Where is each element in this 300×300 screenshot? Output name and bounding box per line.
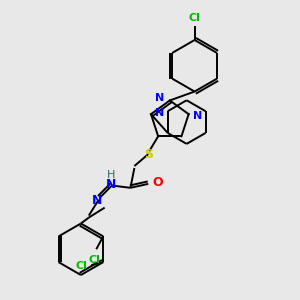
Text: N: N <box>92 194 102 207</box>
Text: N: N <box>154 94 164 103</box>
Text: N: N <box>105 178 116 191</box>
Text: Cl: Cl <box>189 13 200 23</box>
Text: H: H <box>106 170 115 180</box>
Text: N: N <box>155 108 164 118</box>
Text: Cl: Cl <box>88 255 100 265</box>
Text: S: S <box>144 148 153 160</box>
Text: Cl: Cl <box>76 261 87 271</box>
Text: O: O <box>152 176 163 189</box>
Text: N: N <box>193 111 202 121</box>
